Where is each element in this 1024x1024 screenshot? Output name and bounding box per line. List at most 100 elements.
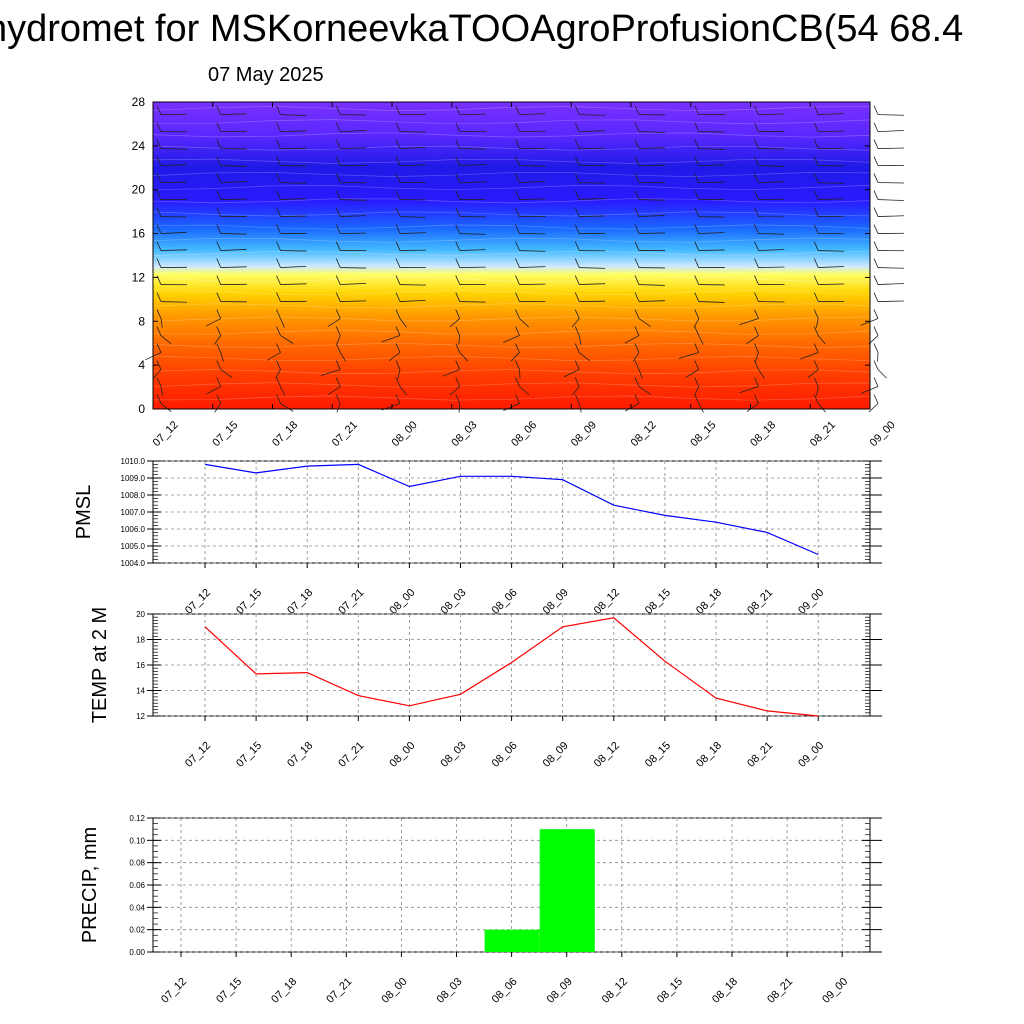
wind-barb-flag — [634, 190, 640, 200]
wind-barb-flag — [395, 173, 401, 183]
wind-barb-flag — [216, 241, 222, 251]
wind-barb-flag — [813, 156, 819, 166]
wind-barb-flag — [276, 207, 281, 217]
wind-barb-flag — [694, 207, 700, 217]
wind-barb — [519, 318, 529, 328]
wind-barb-flag — [754, 156, 759, 166]
contour-line — [152, 277, 871, 283]
wind-barb — [746, 335, 759, 344]
wind-barb-flag — [395, 326, 401, 336]
wind-barb-flag — [754, 241, 759, 251]
wind-barb-flag — [515, 139, 520, 149]
wind-barb-flag — [156, 105, 162, 115]
wind-barb — [206, 386, 221, 395]
wind-barb — [578, 335, 582, 345]
x-tick-label: 07_21 — [336, 587, 366, 617]
wind-barb-flag — [335, 258, 341, 268]
wind-barb-flag — [574, 190, 580, 200]
wind-barb — [153, 369, 162, 379]
wind-barb-flag — [813, 292, 819, 302]
wind-barb — [399, 146, 426, 149]
wind-barb-flag — [515, 394, 520, 404]
wind-barb-flag — [156, 241, 162, 251]
wind-barb-flag — [455, 377, 461, 387]
wind-barb-flag — [694, 360, 700, 370]
wind-barb-flag — [694, 241, 700, 251]
wind-barb — [807, 369, 819, 379]
wind-barb — [638, 232, 665, 234]
wind-barb — [280, 403, 294, 412]
wind-barb-flag — [455, 156, 461, 166]
contour-line — [152, 395, 871, 401]
wind-barb — [698, 335, 704, 345]
wind-barb-flag — [694, 309, 700, 319]
wind-barb-flag — [515, 360, 520, 370]
wind-barb — [388, 352, 401, 362]
contour-line — [152, 119, 871, 125]
wind-barb — [519, 369, 521, 379]
wind-barb-flag — [694, 326, 700, 336]
wind-barb-flag — [276, 394, 281, 404]
wind-barb-flag — [873, 394, 879, 404]
y-tick-label: 16 — [136, 661, 145, 670]
wind-barb-flag — [873, 105, 879, 115]
wind-barb — [739, 318, 759, 326]
x-tick-label: 07_15 — [234, 587, 264, 617]
wind-barb-flag — [754, 207, 759, 217]
x-tick-label: 08_09 — [541, 740, 571, 770]
y-tick-label: 1004.0 — [121, 559, 146, 568]
wind-barb-flag — [694, 173, 700, 183]
wind-barb — [280, 250, 307, 252]
x-tick-label: 07_18 — [285, 587, 315, 617]
wind-barb — [579, 352, 591, 362]
wind-barb-flag — [873, 122, 879, 132]
wind-barb-flag — [574, 394, 580, 404]
wind-barb — [877, 215, 904, 217]
precip-bar — [539, 829, 595, 952]
wind-barb-flag — [335, 207, 341, 217]
y-tick-label: 0.06 — [129, 881, 145, 890]
wind-barb — [399, 232, 426, 234]
wind-barb-flag — [395, 309, 401, 319]
wind-barb-flag — [694, 156, 700, 166]
wind-barb-flag — [276, 224, 281, 234]
wind-barb-flag — [216, 122, 222, 132]
wind-barb-flag — [156, 139, 162, 149]
wind-barb-flag — [574, 122, 580, 132]
wind-barb-flag — [813, 309, 819, 319]
wind-barb-flag — [395, 241, 401, 251]
wind-barb — [817, 403, 826, 413]
wind-barb-flag — [276, 190, 281, 200]
wind-barb-flag — [216, 139, 222, 149]
wind-barb — [685, 369, 699, 378]
wind-barb-flag — [335, 394, 341, 404]
x-tick-label: 07_15 — [234, 740, 264, 770]
wind-barb-flag — [395, 292, 401, 302]
x-tick-label: 07_15 — [214, 976, 244, 1006]
wind-barb-flag — [574, 156, 580, 166]
wind-barb-flag — [395, 394, 401, 404]
wind-barb-flag — [156, 394, 162, 404]
wind-barb — [280, 182, 307, 184]
wind-barb — [458, 403, 461, 413]
wind-barb-flag — [216, 173, 222, 183]
y-tick-label: 20 — [132, 183, 146, 197]
wind-barb — [510, 352, 520, 362]
precip-bar — [484, 929, 540, 952]
wind-barb-flag — [156, 309, 162, 319]
x-tick-label: 08_21 — [765, 976, 795, 1006]
x-tick-label: 08_03 — [449, 419, 479, 449]
wind-barb-flag — [694, 139, 700, 149]
wind-barb — [698, 164, 725, 166]
x-tick-label: 08_15 — [688, 419, 718, 449]
wind-barb — [816, 386, 819, 396]
wind-barb — [624, 403, 640, 412]
x-tick-label: 09_00 — [796, 740, 826, 770]
wind-barb — [280, 215, 307, 217]
wind-barb — [638, 199, 665, 201]
wind-barb — [817, 335, 826, 345]
wind-barb — [818, 130, 845, 133]
wind-barb — [877, 267, 904, 269]
wind-barb — [638, 386, 652, 395]
wind-barb — [815, 318, 819, 328]
